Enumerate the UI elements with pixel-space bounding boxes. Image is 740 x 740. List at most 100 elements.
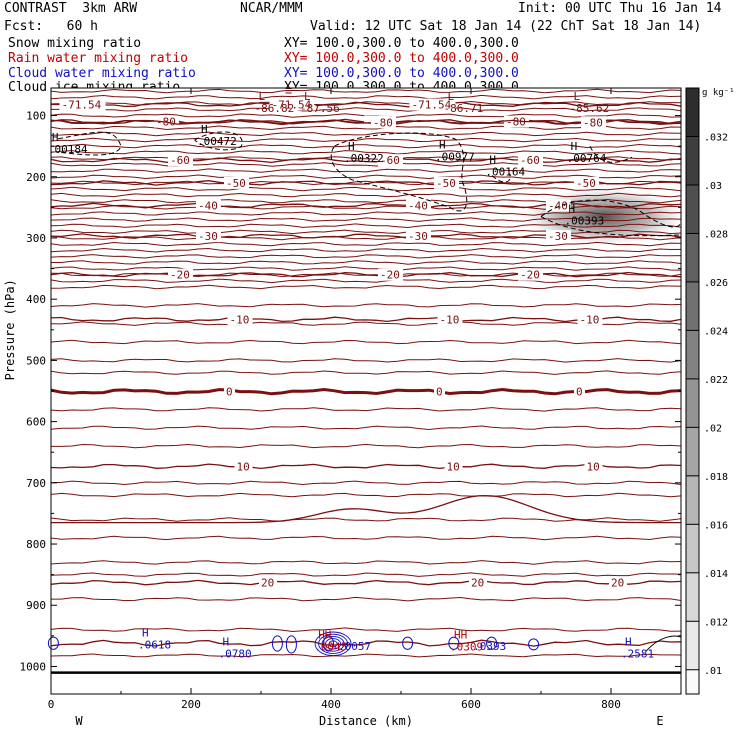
y-axis-title: Pressure (hPa) bbox=[3, 279, 17, 380]
isotherm-label: -71.54 bbox=[62, 99, 102, 112]
isotherm-line bbox=[50, 137, 682, 143]
colorbar-swatch bbox=[686, 572, 699, 622]
west-label: W bbox=[75, 714, 83, 728]
ice-max-value: .00393 bbox=[565, 215, 605, 228]
x-tick-label: 600 bbox=[461, 698, 481, 711]
cloud-water-contour bbox=[47, 636, 59, 650]
cloud-water-contour bbox=[318, 633, 349, 654]
isotherm-line bbox=[50, 149, 682, 155]
isotherm-label-bg bbox=[196, 230, 221, 243]
isotherm-label-bg bbox=[59, 98, 106, 111]
isotherm-line bbox=[50, 339, 682, 345]
colorbar-swatch bbox=[686, 669, 699, 695]
y-tick-label: 600 bbox=[26, 416, 46, 429]
isotherm-line bbox=[50, 639, 682, 647]
cloud-water-max-value: .0393 bbox=[473, 640, 506, 653]
colorbar-tick-label: .016 bbox=[704, 520, 728, 531]
isotherm-label: -30 bbox=[548, 230, 568, 243]
isotherm-label-bg bbox=[168, 268, 193, 281]
isotherm-line bbox=[50, 156, 682, 161]
isotherm-line bbox=[50, 407, 682, 412]
isotherm-label-bg bbox=[574, 385, 585, 398]
isotherm-label: 10 bbox=[237, 460, 250, 473]
isotherm-label-bg bbox=[168, 154, 193, 167]
cloud-water-max-marker: H bbox=[142, 627, 149, 640]
isotherm-label: -60 bbox=[520, 154, 540, 167]
isotherm-line bbox=[50, 653, 682, 658]
cloud-ice-contour bbox=[589, 145, 633, 163]
field-cloudwater-name: Cloud water mixing ratio bbox=[8, 66, 196, 81]
y-tick-label: 1000 bbox=[20, 660, 47, 673]
isotherm-label-bg bbox=[371, 116, 396, 129]
colorbar-swatch bbox=[686, 233, 699, 283]
isotherm-label-bg bbox=[546, 199, 571, 212]
isotherm-label: -20 bbox=[170, 269, 190, 282]
ice-max-marker: H bbox=[569, 203, 576, 216]
ice-max-marker: H bbox=[348, 140, 355, 153]
isotherm-label: -50 bbox=[436, 177, 456, 190]
ice-max-marker: H bbox=[52, 131, 59, 144]
cloud-ice-contour bbox=[194, 131, 243, 151]
x-tick-label: 200 bbox=[181, 698, 201, 711]
isotherm--71.54 bbox=[51, 101, 682, 108]
model-title: CONTRAST 3km ARW bbox=[4, 1, 138, 16]
cloud-water-max-marker: H bbox=[223, 635, 230, 648]
rain-max-marker: HH bbox=[318, 629, 331, 642]
isotherm-label: -80 bbox=[373, 116, 393, 129]
isotherm-line bbox=[50, 358, 682, 363]
cloud-water-contour bbox=[486, 636, 498, 650]
isotherm-line bbox=[50, 186, 682, 192]
cloud-water-max-value: .2581 bbox=[621, 647, 654, 660]
colorbar-tick-label: .028 bbox=[704, 229, 728, 240]
isotherm-label-bg bbox=[234, 460, 253, 473]
isotherm-label-bg bbox=[574, 176, 599, 189]
field-snow-xy: XY= 100.0,300.0 to 400.0,300.0 bbox=[284, 36, 519, 51]
colorbar-tick-label: .024 bbox=[704, 326, 728, 337]
isotherm-label: 20 bbox=[611, 577, 624, 590]
cloud-ice-contour bbox=[540, 216, 682, 237]
isotherm-label-bg bbox=[409, 98, 456, 111]
isotherm-label: -50 bbox=[226, 177, 246, 190]
isotherm-label-bg bbox=[546, 230, 571, 243]
isotherm-line bbox=[50, 217, 682, 222]
isotherm-line bbox=[50, 480, 682, 486]
cloud-ice-contour bbox=[645, 635, 682, 652]
isotherm-label: -30 bbox=[408, 230, 428, 243]
cloud-water-max-value: .0618 bbox=[138, 639, 171, 652]
isotherm-label-bg bbox=[196, 199, 221, 212]
colorbar-swatch bbox=[686, 88, 699, 137]
y-tick-label: 900 bbox=[26, 599, 46, 612]
low-value: -86.71 bbox=[444, 102, 484, 115]
cloud-water-contour bbox=[402, 636, 414, 650]
isotherm-label: -60 bbox=[170, 154, 190, 167]
colorbar-tick-label: .014 bbox=[704, 569, 728, 580]
colorbar-tick-label: .012 bbox=[704, 617, 728, 628]
rain-max-value: .0309 bbox=[450, 641, 483, 654]
ice-max-value: .00322 bbox=[344, 152, 384, 165]
isotherm-label-bg bbox=[469, 576, 487, 589]
isotherm-label: -10 bbox=[580, 313, 600, 326]
isotherm-line bbox=[50, 192, 682, 198]
isotherm-line bbox=[51, 596, 682, 602]
cloud-water-contour bbox=[328, 640, 338, 648]
isotherm-label-bg bbox=[406, 199, 431, 212]
x-tick-label: 400 bbox=[321, 698, 341, 711]
isotherm-line bbox=[50, 211, 682, 216]
cloud-water-contour bbox=[271, 635, 283, 652]
isotherm-label-bg bbox=[434, 176, 459, 189]
isotherm-label: -20 bbox=[380, 269, 400, 282]
ice-max-marker: H bbox=[489, 154, 496, 167]
isotherm-line bbox=[50, 241, 682, 247]
isotherm-label-bg bbox=[378, 154, 403, 167]
isotherm-label: -40 bbox=[198, 200, 218, 213]
colorbar-tick-label: .01 bbox=[704, 666, 722, 677]
isotherm--30 bbox=[50, 233, 682, 239]
field-cloudwater-xy: XY= 100.0,300.0 to 400.0,300.0 bbox=[284, 66, 519, 81]
isotherm-line bbox=[50, 88, 682, 94]
forecast-hour: Fcst: 60 h bbox=[4, 19, 98, 34]
valid-time: Valid: 12 UTC Sat 18 Jan 14 (22 ChT Sat … bbox=[310, 19, 702, 34]
isotherm-label-bg bbox=[577, 313, 603, 326]
isotherm-line bbox=[50, 229, 682, 235]
isotherm--10 bbox=[50, 316, 682, 323]
